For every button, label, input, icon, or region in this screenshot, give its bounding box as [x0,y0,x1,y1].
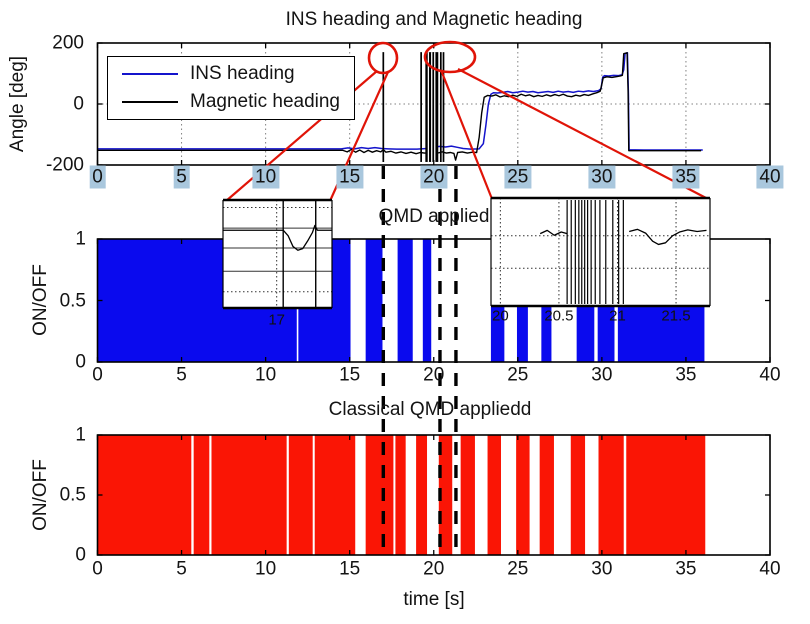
spike-block-slit [434,52,436,162]
classical-on-bar [395,435,406,555]
qmd-on-bar [422,239,432,362]
zoom-inset-20-21.5-curve [629,228,707,246]
classical-on-bar [97,435,192,555]
classical-on-bar [516,435,530,555]
spike-block-slit [431,52,433,162]
classical-on-bar [598,435,624,555]
classical-on-bar [365,435,394,555]
magnetic-heading-line [97,52,702,161]
classical-on-bar [570,435,586,555]
classical-on-bar [487,435,501,555]
classical-on-bar [314,435,356,555]
zoom-inset-20-21.5-curve [539,229,568,236]
classical-on-bar [193,435,210,555]
spike-block-slit [427,52,430,162]
zoom-connector-line [328,71,390,202]
zoom-ellipse [367,41,399,75]
qmd-on-bar [365,239,383,362]
classical-on-bar [211,435,287,555]
classical-on-bar [416,435,428,555]
zoom-inset-17-background [223,200,332,308]
zoom-connector-line [225,70,378,202]
classical-on-bar [626,435,706,555]
zoom-ellipse [423,40,477,74]
classical-on-bar [539,435,554,555]
zoom-connector-line [457,68,709,200]
zoom-inset-17-curve [223,224,332,251]
ins-heading-line [97,52,703,151]
classical-on-bar [460,435,475,555]
qmd-on-bar [397,239,413,362]
zoom-connector-line [439,69,494,200]
classical-on-bar [438,435,453,555]
classical-on-bar [288,435,313,555]
